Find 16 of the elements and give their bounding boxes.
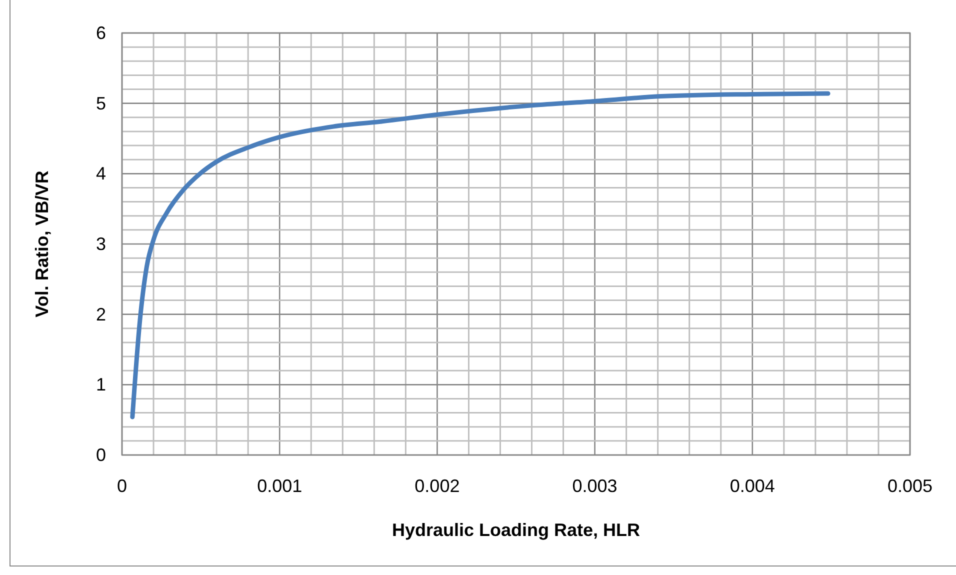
x-tick-label: 0.004	[730, 476, 775, 496]
y-tick-label: 4	[96, 164, 106, 184]
y-axis-title: Vol. Ratio, VB/VR	[32, 170, 52, 318]
x-tick-label: 0.002	[414, 476, 460, 496]
x-tick-label: 0.003	[572, 476, 618, 496]
y-tick-label: 3	[96, 234, 106, 254]
x-tick-label: 0.001	[257, 476, 302, 496]
x-tick-label: 0.005	[887, 476, 933, 496]
y-tick-label: 0	[96, 445, 106, 465]
y-tick-label: 2	[96, 304, 106, 324]
y-tick-label: 6	[96, 23, 106, 43]
y-tick-label: 1	[96, 374, 106, 395]
x-tick-label: 0	[116, 476, 128, 496]
y-tick-label: 5	[96, 93, 106, 114]
line-series	[130, 91, 830, 420]
x-axis-title: Hydraulic Loading Rate, HLR	[392, 520, 640, 540]
